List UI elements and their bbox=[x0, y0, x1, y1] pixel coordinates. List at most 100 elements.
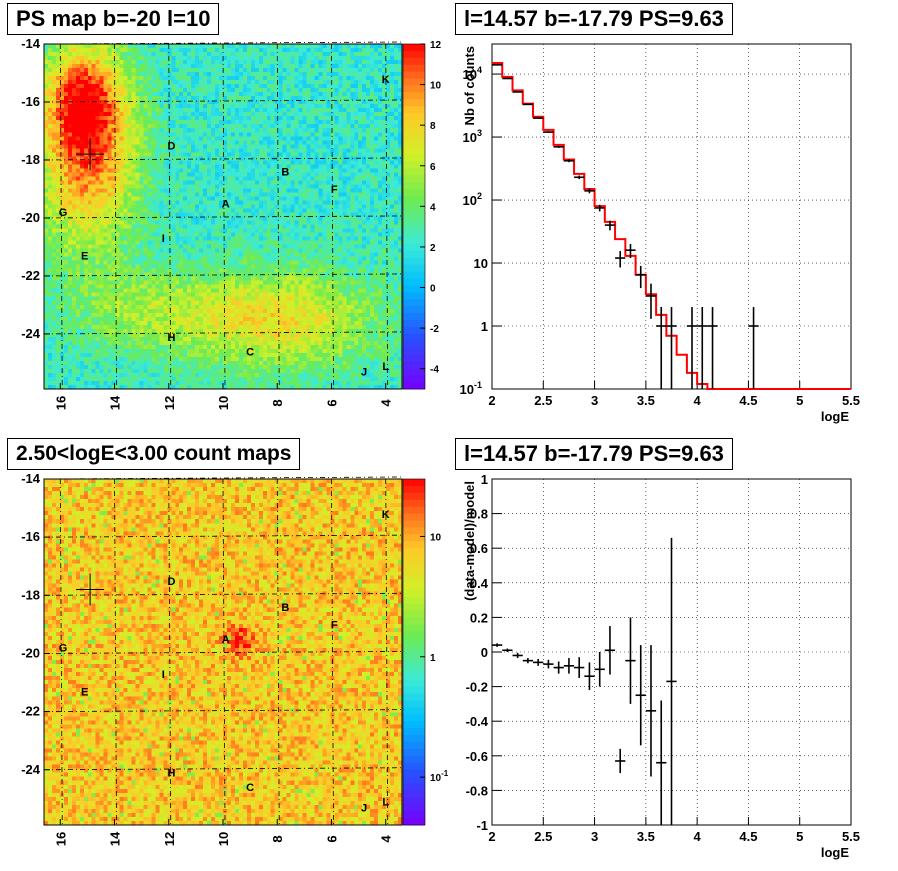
map-cell bbox=[151, 296, 156, 302]
map-cell bbox=[139, 228, 144, 233]
map-cell bbox=[242, 100, 248, 105]
map-cell bbox=[123, 308, 128, 314]
map-cell bbox=[230, 296, 236, 302]
map-cell bbox=[270, 68, 276, 73]
map-cell bbox=[103, 360, 108, 366]
map-cell bbox=[143, 260, 148, 265]
map-cell bbox=[155, 236, 160, 241]
map-cell bbox=[75, 348, 81, 354]
map-cell bbox=[183, 300, 188, 306]
map-cell bbox=[207, 160, 212, 165]
map-cell bbox=[203, 148, 208, 153]
map-cell bbox=[219, 328, 224, 334]
map-cell bbox=[270, 92, 276, 97]
map-cell bbox=[250, 196, 256, 201]
map-cell bbox=[226, 72, 232, 77]
map-cell bbox=[87, 84, 93, 89]
map-cell bbox=[103, 296, 108, 302]
map-cell bbox=[139, 232, 144, 237]
map-cell bbox=[191, 312, 196, 318]
map-cell bbox=[270, 120, 276, 125]
map-cell bbox=[250, 116, 256, 121]
map-cell bbox=[44, 60, 49, 65]
map-cell bbox=[127, 232, 132, 237]
map-cell bbox=[103, 316, 108, 322]
map-cell bbox=[111, 232, 116, 237]
map-cell bbox=[79, 180, 85, 185]
map-cell bbox=[203, 384, 208, 390]
map-cell bbox=[183, 356, 188, 362]
map-cell bbox=[211, 296, 216, 302]
map-cell bbox=[67, 296, 73, 302]
map-cell bbox=[167, 232, 172, 237]
map-cell bbox=[207, 184, 212, 189]
map-cell bbox=[83, 292, 89, 298]
map-cell bbox=[83, 264, 89, 269]
map-cell bbox=[127, 220, 132, 225]
map-cell bbox=[226, 180, 232, 185]
map-cell bbox=[67, 236, 73, 241]
map-cell bbox=[246, 52, 252, 57]
map-cell bbox=[238, 184, 244, 189]
map-cell bbox=[258, 128, 264, 133]
map-cell bbox=[127, 188, 132, 193]
map-cell bbox=[75, 336, 81, 342]
map-cell bbox=[238, 256, 244, 261]
map-cell bbox=[175, 220, 180, 225]
map-cell bbox=[107, 332, 112, 338]
map-cell bbox=[115, 176, 120, 181]
map-cell bbox=[119, 204, 124, 209]
map-cell bbox=[47, 304, 53, 310]
map-cell bbox=[135, 308, 140, 314]
map-cell bbox=[250, 344, 256, 350]
map-cell bbox=[131, 296, 136, 302]
map-cell bbox=[99, 172, 104, 177]
map-cell bbox=[159, 308, 164, 314]
map-cell bbox=[191, 232, 196, 237]
map-cell bbox=[47, 184, 53, 189]
map-cell bbox=[230, 172, 236, 177]
map-cell bbox=[167, 344, 172, 350]
map-cell bbox=[67, 268, 73, 273]
map-cell bbox=[55, 336, 61, 342]
map-cell bbox=[179, 156, 184, 161]
map-cell bbox=[63, 264, 69, 269]
map-cell bbox=[131, 300, 136, 306]
map-cell bbox=[167, 280, 172, 285]
map-cell bbox=[211, 300, 216, 306]
map-cell bbox=[207, 376, 212, 382]
map-cell bbox=[115, 260, 120, 265]
map-cell bbox=[91, 68, 97, 73]
map-cell bbox=[171, 168, 176, 173]
map-cell bbox=[63, 216, 69, 221]
map-cell bbox=[55, 300, 61, 306]
map-cell bbox=[107, 384, 112, 390]
map-cell bbox=[135, 324, 140, 330]
map-cell bbox=[131, 232, 136, 237]
map-cell bbox=[51, 92, 57, 97]
map-cell bbox=[147, 260, 152, 265]
map-cell bbox=[75, 52, 81, 57]
map-cell bbox=[238, 272, 244, 277]
map-cell bbox=[183, 116, 188, 121]
map-cell bbox=[207, 248, 212, 253]
map-cell bbox=[155, 264, 160, 269]
map-cell bbox=[115, 172, 120, 177]
map-cell bbox=[226, 312, 232, 318]
map-cell bbox=[223, 264, 228, 269]
map-cell bbox=[103, 352, 108, 358]
map-cell bbox=[55, 264, 61, 269]
map-cell bbox=[234, 80, 240, 85]
map-cell bbox=[127, 192, 132, 197]
map-cell bbox=[262, 92, 268, 97]
map-cell bbox=[238, 384, 244, 390]
map-cell bbox=[143, 108, 148, 113]
map-cell bbox=[254, 380, 260, 386]
map-cell bbox=[207, 252, 212, 257]
map-cell bbox=[179, 180, 184, 185]
map-cell bbox=[63, 352, 69, 358]
map-cell bbox=[207, 372, 212, 378]
map-cell bbox=[115, 264, 120, 269]
map-cell bbox=[167, 144, 172, 149]
map-cell bbox=[250, 84, 256, 89]
